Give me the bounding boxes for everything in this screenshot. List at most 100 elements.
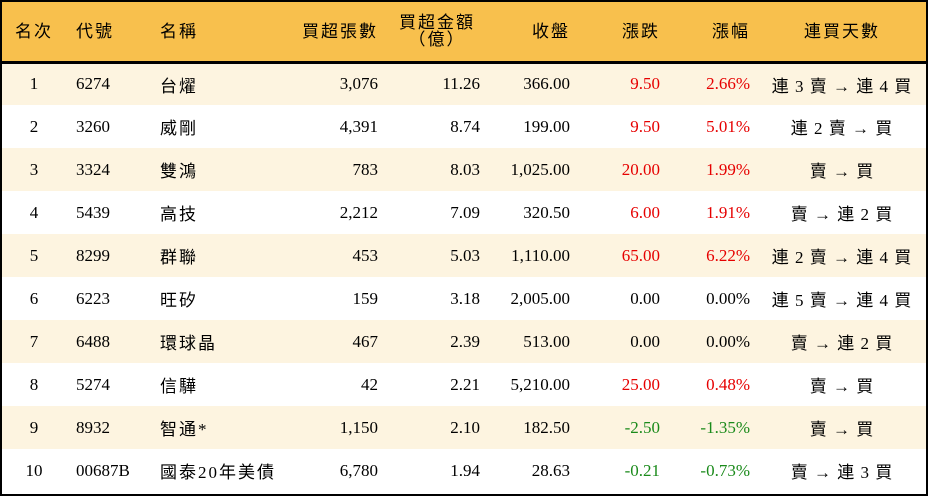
cell-net-buy-lots: 453 [352,245,379,265]
cell-net-buy-amount: 2.21 [450,374,480,394]
cell-change: 0.00 [630,288,660,308]
cell-name: 環球晶 [160,334,217,353]
cell-rank: 1 [29,74,39,94]
cell-change: 20.00 [621,159,660,179]
cell-change: 0.00 [630,331,660,351]
cell-name: 群聯 [160,248,198,267]
cell-change: 9.50 [630,116,660,136]
cell-change-pct: 0.00% [706,331,750,351]
cell-net-buy-amount: 11.26 [442,74,480,94]
cell-close: 1,025.00 [510,159,571,179]
cell-code: 8932 [76,417,110,437]
cell-rank: 3 [29,159,39,179]
cell-name: 智通* [160,420,209,439]
cell-change-pct: 0.00% [706,288,750,308]
cell-net-buy-amount: 8.74 [450,116,480,136]
cell-change-pct: 5.01% [706,116,750,136]
cell-net-buy-amount: 8.03 [450,159,480,179]
cell-code: 3324 [76,159,110,179]
cell-change: -2.50 [624,417,660,437]
cell-code: 6223 [76,288,110,308]
header-net-buy-amount-unit: （億） [408,30,466,50]
table-row: 3 3324 雙鴻 783 8.03 1,025.00 20.00 1.99% … [2,148,926,191]
table-header-row: 名次 代號 名稱 買超張數 買超金額 （億） 收盤 漲跌 漲幅 連買天數 [2,2,926,62]
cell-code: 8299 [76,245,110,265]
cell-rank: 6 [29,288,39,308]
cell-close: 366.00 [523,74,570,94]
cell-code: 6274 [76,74,110,94]
cell-streak: 連 2 賣 → 買 [790,119,894,138]
header-change-pct: 漲幅 [712,21,750,41]
cell-name: 旺矽 [160,291,198,310]
header-streak: 連買天數 [804,21,880,41]
cell-close: 5,210.00 [510,374,571,394]
cell-close: 513.00 [523,331,570,351]
header-net-buy-lots: 買超張數 [302,21,378,41]
table-row: 10 00687B 國泰20年美債 6,780 1.94 28.63 -0.21… [2,449,926,492]
cell-streak: 賣 → 買 [809,377,875,396]
cell-rank: 4 [29,202,39,222]
cell-net-buy-lots: 6,780 [339,460,378,480]
cell-change-pct: 0.48% [706,374,750,394]
cell-close: 199.00 [523,116,570,136]
cell-change-pct: 6.22% [706,245,750,265]
cell-net-buy-lots: 159 [352,288,379,308]
cell-code: 5274 [76,374,110,394]
table-row: 9 8932 智通* 1,150 2.10 182.50 -2.50 -1.35… [2,406,926,449]
cell-change-pct: 1.99% [706,159,750,179]
cell-name: 威剛 [160,119,198,138]
cell-net-buy-lots: 4,391 [339,116,378,136]
cell-close: 320.50 [523,202,570,222]
table-row: 7 6488 環球晶 467 2.39 513.00 0.00 0.00% 賣 … [2,320,926,363]
header-rank: 名次 [15,21,53,41]
cell-change-pct: -1.35% [700,417,750,437]
cell-net-buy-amount: 2.10 [450,417,480,437]
cell-close: 28.63 [531,460,570,480]
cell-code: 3260 [76,116,110,136]
cell-rank: 10 [25,460,43,480]
table-body: 1 6274 台燿 3,076 11.26 366.00 9.50 2.66% … [2,62,926,492]
cell-change: 9.50 [630,74,660,94]
table-row: 2 3260 威剛 4,391 8.74 199.00 9.50 5.01% 連… [2,105,926,148]
cell-name: 國泰20年美債 [160,463,276,482]
table-row: 4 5439 高技 2,212 7.09 320.50 6.00 1.91% 賣… [2,191,926,234]
cell-net-buy-lots: 783 [352,159,379,179]
cell-close: 182.50 [523,417,570,437]
cell-close: 2,005.00 [510,288,571,308]
header-net-buy-amount-label: 買超金額 [399,13,475,33]
header-name: 名稱 [160,21,198,41]
cell-net-buy-amount: 7.09 [450,202,480,222]
cell-net-buy-lots: 42 [361,374,378,394]
cell-rank: 8 [29,374,39,394]
header-change: 漲跌 [622,21,660,41]
table-row: 8 5274 信驊 42 2.21 5,210.00 25.00 0.48% 賣… [2,363,926,406]
cell-net-buy-lots: 2,212 [339,202,378,222]
table-row: 6 6223 旺矽 159 3.18 2,005.00 0.00 0.00% 連… [2,277,926,320]
cell-close: 1,110.00 [511,245,570,265]
header-code: 代號 [76,21,114,41]
cell-change-pct: -0.73% [700,460,750,480]
cell-name: 雙鴻 [160,162,198,181]
cell-code: 00687B [76,460,130,480]
cell-net-buy-amount: 5.03 [450,245,480,265]
cell-code: 5439 [76,202,110,222]
cell-name: 台燿 [160,76,198,96]
cell-streak: 賣 → 連 2 買 [790,334,894,353]
cell-change-pct: 2.66% [706,74,750,94]
cell-streak: 連 3 賣 → 連 4 買 [771,76,913,96]
cell-rank: 9 [29,417,39,437]
cell-rank: 7 [29,331,39,351]
cell-streak: 賣 → 連 3 買 [790,463,894,482]
header-net-buy-amount: 買超金額 （億） [386,2,488,62]
table-row: 5 8299 群聯 453 5.03 1,110.00 65.00 6.22% … [2,234,926,277]
cell-net-buy-amount: 2.39 [450,331,480,351]
cell-net-buy-amount: 3.18 [450,288,480,308]
cell-change: -0.21 [624,460,660,480]
table-row: 1 6274 台燿 3,076 11.26 366.00 9.50 2.66% … [2,62,926,105]
cell-change-pct: 1.91% [706,202,750,222]
cell-change: 25.00 [621,374,660,394]
cell-name: 高技 [160,205,198,224]
cell-streak: 連 5 賣 → 連 4 買 [771,291,913,310]
